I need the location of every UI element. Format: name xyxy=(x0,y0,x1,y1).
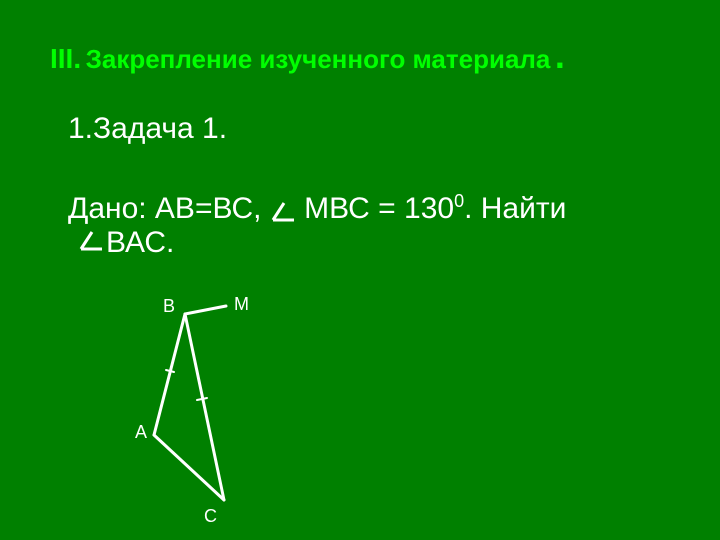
given-prefix: Дано: АВ=ВС, xyxy=(68,192,270,225)
angle-icon xyxy=(270,197,296,223)
given-suffix: . Найти xyxy=(464,192,566,225)
find-angle-bac: ВАС. xyxy=(106,226,174,260)
given-line-1: Дано: АВ=ВС, МВС = 1300. Найти xyxy=(68,191,670,226)
geometry-figure: В М А С xyxy=(130,290,330,530)
slide: III. Закрепление изученного материала . … xyxy=(0,0,720,540)
given-line-2: ВАС. xyxy=(78,226,670,260)
title-text: Закрепление изученного материала xyxy=(86,44,551,74)
label-a: А xyxy=(135,422,147,443)
given-angle-mbc: МВС = 130 xyxy=(304,192,454,225)
label-c: С xyxy=(204,506,217,527)
label-b: В xyxy=(163,296,175,317)
section-title: III. Закрепление изученного материала . xyxy=(50,35,670,77)
triangle-svg xyxy=(130,290,330,530)
angle-icon xyxy=(78,226,104,252)
problem-number: 1.Задача 1. xyxy=(68,112,670,146)
label-m: М xyxy=(234,294,249,315)
title-dot: . xyxy=(555,35,565,76)
title-roman: III. xyxy=(50,43,81,74)
degree-superscript: 0 xyxy=(454,191,464,211)
